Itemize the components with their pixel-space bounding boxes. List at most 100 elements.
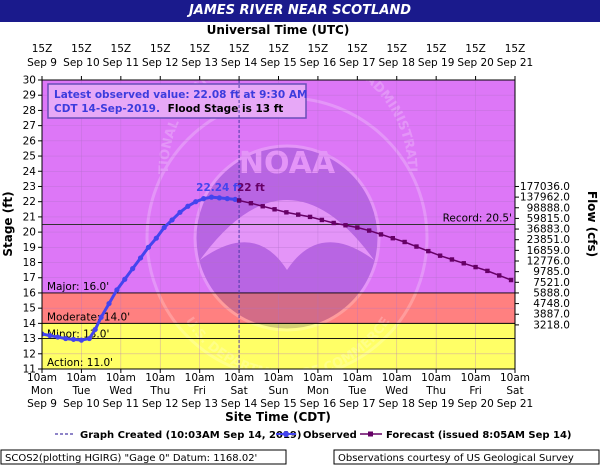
footer-left-text: SCOS2(plotting HGIRG) "Gage 0" Datum: 11… xyxy=(5,453,257,464)
y-axis-title: Stage (ft) xyxy=(1,191,15,256)
y-tick-label: 23 xyxy=(23,181,36,193)
y-tick-label: 14 xyxy=(23,318,37,330)
legend-created-label: Graph Created (10:03AM Sep 14, 2019) xyxy=(80,430,301,441)
y-tick-label: 21 xyxy=(23,211,36,223)
flow-tick-label: 98888.0 xyxy=(527,202,570,214)
top-tick-time: 15Z xyxy=(71,43,92,55)
y-tick-label: 24 xyxy=(23,166,37,178)
bottom-tick-time: 10am xyxy=(27,372,57,384)
series xyxy=(42,80,514,369)
forecast-point xyxy=(497,273,502,278)
record-label: Record: 20.5' xyxy=(443,213,512,225)
observed-point xyxy=(145,244,152,250)
y-tick-label: 25 xyxy=(23,151,36,163)
top-tick-time: 15Z xyxy=(32,43,53,55)
y-tick-label: 26 xyxy=(23,135,37,147)
top-tick-time: 15Z xyxy=(505,43,526,55)
y-tick-label: 17 xyxy=(23,272,36,284)
bottom-tick-date: Sep 15 xyxy=(260,398,297,410)
y-tick-label: 29 xyxy=(23,90,36,102)
y-tick-label: 18 xyxy=(23,257,36,269)
forecast-point xyxy=(284,210,289,215)
observed-point xyxy=(169,217,175,223)
observed-point xyxy=(193,199,199,205)
footer: SCOS2(plotting HGIRG) "Gage 0" Datum: 11… xyxy=(0,449,600,465)
forecast-point xyxy=(248,201,254,206)
info-line-2: CDT 14-Sep-2019. Flood Stage is 13 ft xyxy=(54,103,283,115)
forecast-point xyxy=(437,253,443,258)
bottom-tick-weekday: Thu xyxy=(425,385,446,397)
flow-tick-label: 5888.0 xyxy=(533,287,570,299)
footer-right-text: Observations courtesy of US Geological S… xyxy=(338,453,574,464)
observed-point xyxy=(86,335,92,342)
top-tick-date: Sep 15 xyxy=(260,57,297,69)
top-axis-title: Universal Time (UTC) xyxy=(207,23,350,37)
flow-tick-label: 177036.0 xyxy=(520,181,570,193)
bottom-tick-date: Sep 12 xyxy=(142,398,179,410)
bottom-tick-time: 10am xyxy=(421,372,451,384)
bottom-tick-weekday: Mon xyxy=(31,385,53,397)
top-tick-time: 15Z xyxy=(111,43,132,55)
forecast-point xyxy=(461,261,466,266)
bottom-tick-date: Sep 19 xyxy=(418,398,455,410)
observed-point xyxy=(114,287,120,293)
legend: Graph Created (10:03AM Sep 14, 2019) Obs… xyxy=(55,430,572,441)
observed-point xyxy=(63,335,69,342)
forecast-point xyxy=(449,257,455,262)
top-tick-date: Sep 19 xyxy=(418,57,455,69)
moderate-label: Moderate: 14.0' xyxy=(47,311,130,323)
observed-point xyxy=(177,209,183,215)
bottom-tick-time: 10am xyxy=(342,372,372,384)
flow-tick-label: 36883.0 xyxy=(527,224,570,236)
top-tick-date: Sep 12 xyxy=(142,57,179,69)
top-tick-time: 15Z xyxy=(308,43,329,55)
top-tick-time: 15Z xyxy=(347,43,368,55)
footer-right-box xyxy=(333,449,600,465)
bottom-tick-weekday: Tue xyxy=(71,385,90,397)
y-tick-label: 22 xyxy=(23,196,36,208)
observed-peak-label: 22.24 ft xyxy=(196,182,242,194)
watermark-logo: NOAA xyxy=(239,146,336,181)
forecast-point xyxy=(272,207,277,212)
forecast-point xyxy=(319,217,325,223)
observed-point xyxy=(78,337,85,343)
bottom-tick-date: Sep 18 xyxy=(379,398,416,410)
forecast-point xyxy=(343,223,348,228)
bottom-tick-weekday: Wed xyxy=(385,385,408,397)
forecast-peak-label: 22 ft xyxy=(237,182,265,194)
flow-tick-label: 4748.0 xyxy=(533,298,570,310)
legend-observed-label: Observed xyxy=(303,430,357,441)
observed-point xyxy=(161,224,167,231)
footer-left-box xyxy=(0,449,287,465)
observed-point xyxy=(232,196,238,203)
top-tick-date: Sep 16 xyxy=(300,57,337,69)
forecast-point xyxy=(307,214,313,220)
bottom-tick-date: Sep 17 xyxy=(339,398,376,410)
top-tick-date: Sep 21 xyxy=(497,57,534,69)
bottom-tick-weekday: Sat xyxy=(230,385,247,397)
flow-tick-label: 7521.0 xyxy=(533,277,570,289)
forecast-point xyxy=(414,244,419,249)
forecast-point xyxy=(355,225,360,230)
observed-point xyxy=(224,196,230,202)
observed-point xyxy=(92,326,98,333)
forecast-point xyxy=(296,212,301,217)
bottom-tick-time: 10am xyxy=(66,372,96,384)
bottom-tick-time: 10am xyxy=(500,372,530,384)
observed-point xyxy=(55,334,61,340)
y-tick-label: 28 xyxy=(23,105,36,117)
bottom-tick-time: 10am xyxy=(224,372,254,384)
bottom-tick-weekday: Sat xyxy=(506,385,523,397)
legend-forecast-label: Forecast (issued 8:05AM Sep 14) xyxy=(386,430,572,441)
major-label: Major: 16.0' xyxy=(47,281,109,293)
bottom-tick-time: 10am xyxy=(382,372,412,384)
chart-title: JAMES RIVER NEAR SCOTLAND xyxy=(0,0,600,22)
top-tick-date: Sep 9 xyxy=(27,57,57,69)
bottom-tick-weekday: Fri xyxy=(469,385,482,397)
bottom-tick-time: 10am xyxy=(106,372,136,384)
top-tick-time: 15Z xyxy=(189,43,210,55)
flow-tick-label: 137962.0 xyxy=(520,192,570,204)
legend-observed-marker xyxy=(283,431,289,437)
top-tick-time: 15Z xyxy=(386,43,407,55)
